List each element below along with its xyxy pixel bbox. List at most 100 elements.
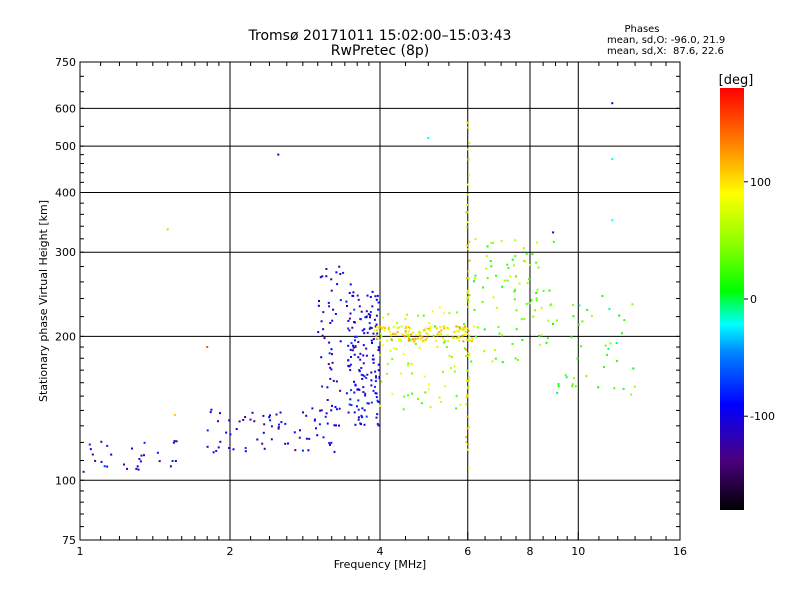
data-point [435, 327, 438, 330]
data-point [262, 414, 265, 417]
data-point [419, 331, 422, 334]
data-point [465, 327, 468, 330]
data-point [462, 326, 465, 329]
data-point [244, 447, 247, 449]
data-point [372, 389, 375, 392]
data-point [466, 296, 469, 299]
data-point [365, 415, 368, 418]
data-point [467, 300, 470, 303]
data-point [462, 340, 465, 343]
data-point [229, 433, 232, 436]
data-point [324, 415, 327, 418]
data-point [438, 333, 441, 336]
data-point [366, 331, 369, 334]
data-point [457, 325, 460, 328]
data-point [361, 416, 364, 419]
data-point [419, 338, 422, 341]
data-point [536, 241, 538, 244]
data-point [359, 318, 362, 321]
data-point [557, 385, 560, 388]
data-point [467, 289, 469, 292]
data-point [432, 334, 435, 337]
data-point [321, 334, 324, 337]
data-point [360, 373, 363, 376]
data-point [456, 336, 459, 339]
data-point [158, 460, 161, 463]
data-point [448, 312, 451, 315]
data-point [377, 369, 380, 372]
data-point [386, 339, 389, 342]
data-point [348, 292, 351, 294]
data-point [439, 326, 442, 329]
data-point [242, 418, 245, 421]
data-point [458, 336, 461, 339]
chart-subtitle: RwPretec (8p) [331, 43, 429, 59]
data-point [375, 376, 378, 379]
data-point [498, 332, 501, 335]
data-point [338, 407, 341, 410]
data-point [352, 346, 355, 349]
grid-lines [80, 62, 680, 540]
data-point [546, 337, 549, 340]
data-point [332, 308, 335, 311]
data-point [319, 409, 322, 412]
data-point [379, 354, 382, 357]
data-point [269, 414, 271, 417]
data-point [453, 365, 456, 368]
data-point [398, 326, 400, 329]
data-point [606, 353, 609, 356]
data-point [135, 467, 138, 470]
data-point [453, 331, 456, 333]
data-point [427, 137, 430, 139]
data-point [514, 357, 517, 360]
data-point [335, 424, 337, 427]
data-point [335, 271, 338, 274]
data-point [514, 288, 517, 291]
data-point [491, 360, 494, 363]
data-point [522, 247, 525, 250]
data-point [468, 174, 470, 177]
data-point [427, 388, 430, 391]
data-point [466, 415, 469, 418]
data-point [370, 384, 373, 387]
data-point [139, 460, 142, 463]
data-point [466, 393, 469, 396]
data-point [576, 357, 579, 360]
data-point [615, 359, 618, 362]
data-point [334, 313, 337, 315]
data-point [468, 467, 471, 470]
data-point [363, 328, 366, 331]
data-point [210, 408, 213, 411]
data-point [244, 416, 247, 418]
data-point [444, 340, 446, 343]
data-point [369, 316, 371, 319]
data-point [438, 331, 441, 333]
data-point [467, 305, 470, 308]
data-point [329, 377, 332, 380]
data-point [469, 339, 472, 342]
data-point [413, 338, 416, 341]
data-point [601, 295, 604, 297]
data-point [464, 325, 467, 328]
data-point [404, 332, 407, 335]
y-tick-label: 500 [55, 140, 76, 153]
data-point [256, 438, 259, 441]
data-point [501, 285, 504, 288]
data-point [374, 295, 377, 298]
data-point [571, 383, 574, 386]
data-point [345, 392, 348, 395]
data-point [339, 340, 342, 343]
data-point [166, 228, 169, 231]
data-point [380, 336, 383, 338]
data-point [400, 339, 403, 342]
data-point [476, 326, 479, 329]
data-point [351, 326, 354, 329]
data-point [375, 416, 378, 419]
data-point [349, 312, 352, 315]
data-point [308, 437, 311, 440]
data-point [206, 346, 209, 348]
data-point [263, 423, 266, 426]
data-point [513, 290, 516, 293]
data-point [407, 333, 410, 336]
data-point [334, 406, 337, 408]
